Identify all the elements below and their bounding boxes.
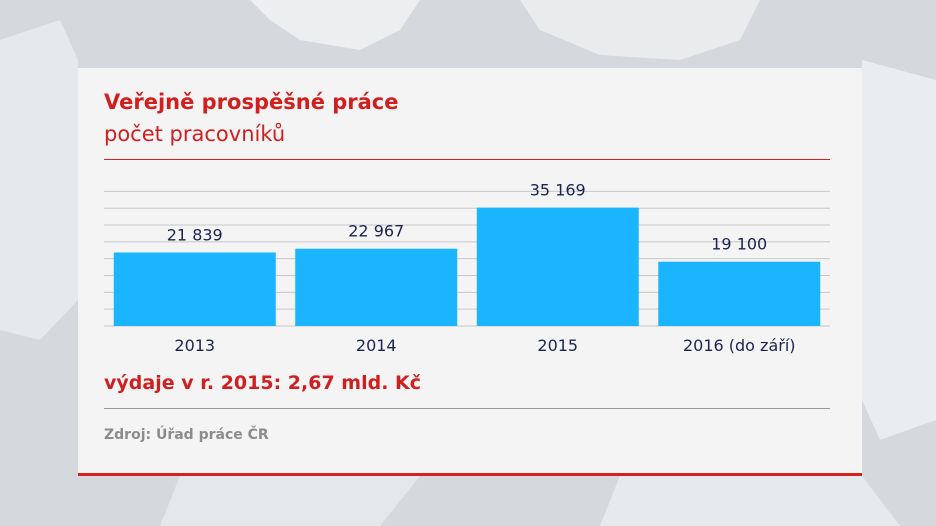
value-label-2016: 19 100 xyxy=(711,235,767,254)
landmass-southeast xyxy=(600,476,900,526)
title-divider xyxy=(104,159,830,160)
landmass-west xyxy=(0,20,78,340)
bar-chart: 21 839 2013 22 967 2014 35 169 2015 19 100 2016… xyxy=(104,181,830,355)
value-label-2015: 35 169 xyxy=(530,181,586,200)
bar-2016 xyxy=(658,261,821,326)
category-label-2014: 2014 xyxy=(356,336,397,355)
landmass-east xyxy=(862,60,936,440)
bar-2014 xyxy=(295,248,458,326)
chart-title: Veřejně prospěšné práce xyxy=(104,90,399,114)
bar-2015 xyxy=(476,207,639,326)
category-label-2016: 2016 (do září) xyxy=(683,336,796,355)
value-label-2013: 21 839 xyxy=(167,225,223,244)
landmass-northeast xyxy=(520,0,760,60)
source-note: Zdroj: Úřad práce ČR xyxy=(104,427,269,443)
bar-2013 xyxy=(113,252,276,326)
category-label-2015: 2015 xyxy=(537,336,578,355)
footnote-divider xyxy=(104,408,830,409)
value-label-2014: 22 967 xyxy=(348,222,404,241)
expenditure-note: výdaje v r. 2015: 2,67 mld. Kč xyxy=(104,372,422,394)
landmass-north xyxy=(250,0,420,50)
chart-subtitle: počet pracovníků xyxy=(104,122,286,146)
chart-card: Veřejně prospěšné práce počet pracovníků… xyxy=(78,68,862,476)
landmass-south xyxy=(160,476,420,526)
category-label-2013: 2013 xyxy=(174,336,215,355)
